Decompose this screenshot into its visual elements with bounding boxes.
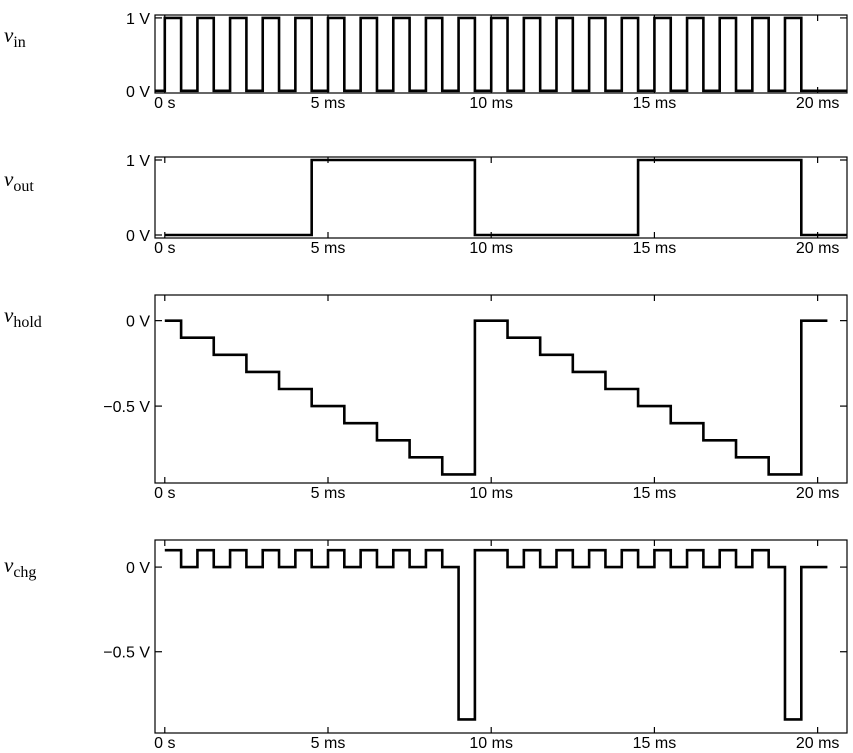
x-tick-label: 20 ms — [796, 240, 840, 257]
plot-frame — [154, 294, 848, 484]
x-tick-label: 15 ms — [633, 240, 677, 257]
x-tick-label: 10 ms — [469, 735, 513, 752]
x-tick-label: 0 s — [154, 485, 175, 502]
waveform — [164, 319, 828, 476]
y-tick-label: 1 V — [126, 153, 150, 170]
x-tick-label: 20 ms — [796, 95, 840, 112]
y-axis-label: vin — [4, 23, 26, 51]
y-tick-label: 0 V — [126, 314, 150, 331]
y-axis-label-subscript: out — [13, 178, 34, 195]
x-tick-label: 5 ms — [311, 95, 346, 112]
x-tick-label: 15 ms — [633, 95, 677, 112]
x-tick-label: 5 ms — [311, 735, 346, 752]
y-axis-label-symbol: v — [4, 553, 14, 577]
y-axis-label-subscript: chg — [13, 564, 36, 581]
x-tick-label: 10 ms — [469, 485, 513, 502]
y-tick-label: 0 V — [126, 228, 150, 245]
x-tick-label: 0 s — [154, 240, 175, 257]
y-axis-label-subscript: hold — [13, 314, 41, 331]
plot-frame — [154, 14, 848, 94]
y-tick-label: 0 V — [126, 560, 150, 577]
x-tick-label: 0 s — [154, 95, 175, 112]
y-tick-label: 0 V — [126, 84, 150, 101]
y-tick-label: −0.5 V — [103, 399, 150, 416]
y-axis-label: vout — [4, 167, 34, 195]
y-axis-label-symbol: v — [4, 167, 14, 191]
y-axis-label-symbol: v — [4, 23, 14, 47]
y-tick-label: 1 V — [126, 11, 150, 28]
plot-frame — [154, 539, 848, 734]
x-tick-label: 15 ms — [633, 485, 677, 502]
x-tick-label: 5 ms — [311, 240, 346, 257]
waveform — [164, 548, 828, 721]
y-axis-label-symbol: v — [4, 303, 14, 327]
waveform — [164, 158, 847, 237]
x-tick-label: 10 ms — [469, 240, 513, 257]
y-tick-label: −0.5 V — [103, 645, 150, 662]
y-axis-label-subscript: in — [13, 34, 25, 51]
plot-frame — [154, 156, 848, 239]
x-tick-label: 5 ms — [311, 485, 346, 502]
x-tick-label: 20 ms — [796, 485, 840, 502]
x-tick-label: 10 ms — [469, 95, 513, 112]
x-tick-label: 0 s — [154, 735, 175, 752]
waveform — [155, 16, 847, 93]
y-axis-label: vhold — [4, 303, 42, 331]
x-tick-label: 20 ms — [796, 735, 840, 752]
x-tick-label: 15 ms — [633, 735, 677, 752]
y-axis-label: vchg — [4, 553, 36, 581]
